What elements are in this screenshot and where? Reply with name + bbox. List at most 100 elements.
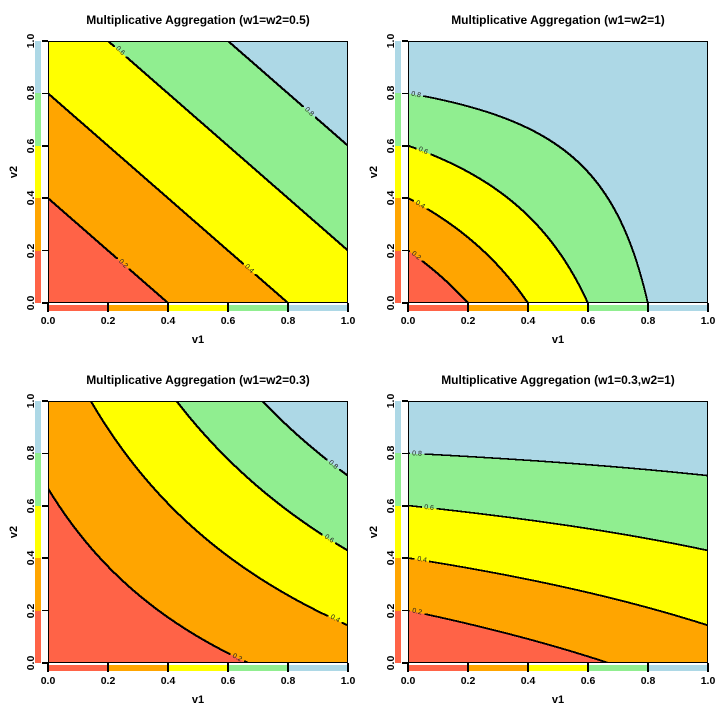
color-key-segment	[588, 665, 648, 671]
contour-plot-canvas	[48, 41, 348, 303]
color-key-segment	[108, 665, 168, 671]
color-key-segment	[528, 665, 588, 671]
contour-panel-1: Multiplicative Aggregation (w1=w2=0.5) 0.…	[0, 0, 360, 360]
y-axis-tick	[402, 505, 408, 507]
color-key-segment	[588, 305, 648, 311]
x-axis-tick	[47, 303, 49, 312]
x-tick-label: 0.4	[160, 675, 176, 687]
y-axis-tick	[42, 92, 48, 95]
y-axis-tick	[42, 40, 48, 42]
color-key-segment	[395, 93, 401, 146]
color-key-segment	[528, 305, 588, 311]
y-axis-tick	[402, 197, 408, 199]
x-tick-label: 0.0	[40, 675, 56, 687]
y-tick-label: 0.2	[385, 603, 397, 618]
y-tick-label: 0.6	[385, 138, 397, 154]
y-axis-tick	[402, 40, 408, 42]
color-key-segment	[108, 305, 168, 311]
y-tick-label: 0.6	[25, 138, 37, 154]
x-tick-label: 1.0	[340, 675, 356, 687]
x-tick-label: 1.0	[340, 315, 356, 327]
color-key-segment	[35, 250, 41, 304]
panel-title: Multiplicative Aggregation (w1=0.3,w2=1)	[441, 373, 675, 387]
color-key-segment	[408, 665, 468, 671]
y-tick-label: 1.0	[385, 33, 397, 49]
y-tick-label: 0.2	[25, 243, 37, 258]
y-axis-tick	[42, 609, 48, 612]
color-key-segment	[168, 305, 228, 311]
x-axis-tick	[647, 303, 649, 312]
color-key-segment	[35, 198, 41, 251]
x-axis-tick	[527, 663, 529, 672]
y-tick-label: 0.0	[25, 295, 37, 311]
x-tick-label: 0.4	[520, 315, 536, 327]
x-axis-color-key	[408, 305, 708, 311]
x-axis-tick	[707, 303, 709, 312]
x-tick-label: 1.0	[700, 675, 716, 687]
y-tick-label: 0.8	[25, 446, 37, 461]
y-axis-tick	[402, 249, 408, 252]
x-tick-label: 0.2	[460, 675, 476, 687]
y-axis-label: v2	[8, 525, 20, 539]
y-tick-label: 0.6	[25, 498, 37, 514]
x-axis-tick	[647, 663, 649, 672]
x-axis-tick	[107, 663, 109, 672]
contour-panel-2: Multiplicative Aggregation (w1=w2=1) 0.0 0…	[360, 0, 720, 360]
x-axis-tick	[467, 303, 469, 312]
y-tick-label: 0.8	[385, 446, 397, 461]
color-key-segment	[468, 305, 528, 311]
color-key-segment	[468, 665, 528, 671]
y-tick-label: 0.2	[25, 603, 37, 618]
y-axis-tick	[42, 452, 48, 455]
x-axis-label: v1	[191, 334, 205, 346]
y-tick-label: 0.6	[385, 498, 397, 514]
x-tick-label: 0.8	[640, 315, 656, 327]
x-axis-tick	[227, 303, 229, 312]
y-tick-label: 0.8	[25, 86, 37, 101]
color-key-segment	[648, 665, 708, 671]
x-axis-tick	[587, 303, 589, 312]
color-key-segment	[395, 145, 401, 199]
contour-line-label: 0.8	[411, 450, 423, 458]
x-axis-tick	[707, 663, 709, 672]
x-tick-label: 0.6	[220, 315, 236, 327]
y-axis-tick	[402, 145, 408, 147]
y-tick-label: 0.0	[385, 655, 397, 671]
x-tick-label: 0.4	[520, 675, 536, 687]
color-key-segment	[395, 453, 401, 506]
color-key-segment	[395, 505, 401, 559]
x-axis-label: v1	[191, 694, 205, 706]
color-key-segment	[35, 145, 41, 199]
x-axis-tick	[347, 303, 349, 312]
x-axis-tick	[167, 663, 169, 672]
panel-title: Multiplicative Aggregation (w1=w2=1)	[451, 13, 665, 27]
x-axis-tick	[467, 663, 469, 672]
x-tick-label: 0.6	[220, 675, 236, 687]
color-key-segment	[35, 453, 41, 506]
x-axis-label: v1	[551, 334, 565, 346]
x-tick-label: 0.6	[580, 675, 596, 687]
y-axis-tick	[42, 302, 48, 304]
y-tick-label: 0.4	[25, 550, 37, 566]
x-axis-tick	[107, 303, 109, 312]
x-tick-label: 0.8	[280, 675, 296, 687]
contour-panel-3: Multiplicative Aggregation (w1=w2=0.3) 0.…	[0, 360, 360, 720]
contour-line-label: 0.6	[423, 503, 435, 513]
y-axis-color-key	[395, 401, 401, 664]
y-axis-tick	[402, 662, 408, 664]
y-axis-tick	[402, 400, 408, 402]
y-axis-tick	[42, 505, 48, 507]
color-key-segment	[35, 41, 41, 94]
x-axis-color-key	[48, 665, 348, 671]
color-key-segment	[395, 250, 401, 304]
x-axis-tick	[227, 663, 229, 672]
y-tick-label: 0.4	[385, 190, 397, 206]
y-axis-tick	[402, 92, 408, 95]
y-axis-label: v2	[368, 165, 380, 179]
y-axis-tick	[402, 302, 408, 304]
color-key-segment	[288, 305, 348, 311]
x-axis-color-key	[408, 665, 708, 671]
x-axis-tick	[47, 663, 49, 672]
color-key-segment	[35, 610, 41, 664]
color-key-segment	[395, 401, 401, 454]
